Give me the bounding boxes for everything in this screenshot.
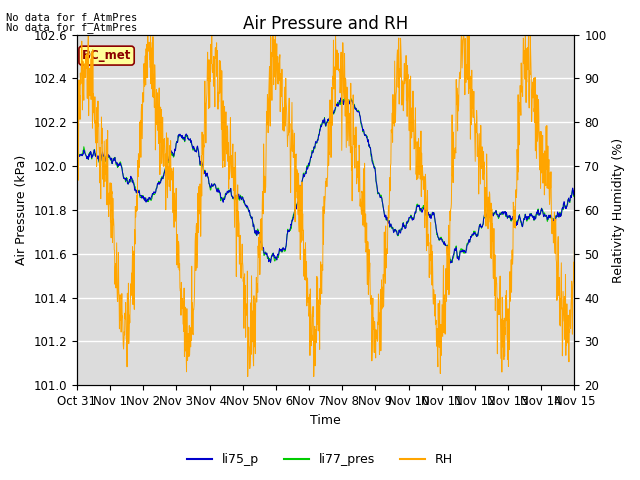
Text: No data for f_AtmPres: No data for f_AtmPres xyxy=(6,22,138,33)
Y-axis label: Relativity Humidity (%): Relativity Humidity (%) xyxy=(612,137,625,283)
Text: No data for f_AtmPres: No data for f_AtmPres xyxy=(6,12,138,23)
Text: BC_met: BC_met xyxy=(82,49,131,62)
Legend: li75_p, li77_pres, RH: li75_p, li77_pres, RH xyxy=(182,448,458,471)
Y-axis label: Air Pressure (kPa): Air Pressure (kPa) xyxy=(15,155,28,265)
X-axis label: Time: Time xyxy=(310,414,341,427)
Title: Air Pressure and RH: Air Pressure and RH xyxy=(243,15,408,33)
